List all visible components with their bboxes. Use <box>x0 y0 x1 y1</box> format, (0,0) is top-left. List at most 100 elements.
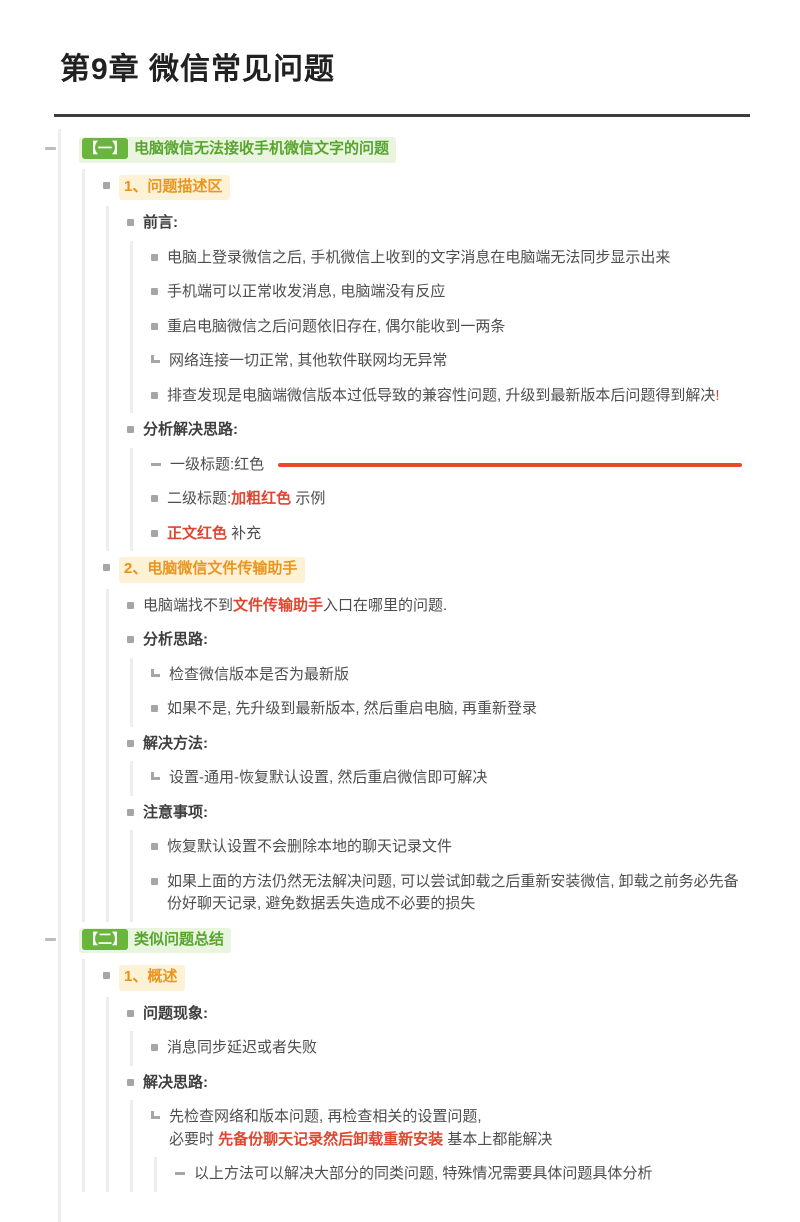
dash-bullet-icon[interactable] <box>151 462 161 466</box>
bullet-icon[interactable] <box>127 636 134 643</box>
title-divider <box>54 114 750 117</box>
bullet-icon[interactable] <box>151 288 158 295</box>
item-label: 解决方法: <box>143 734 208 752</box>
section-title: 电脑微信无法接收手机微信文字的问题 <box>134 140 390 157</box>
outline-item: 以上方法可以解决大部分的同类问题, 特殊情况需要具体问题具体分析 <box>157 1157 750 1192</box>
bullet-icon[interactable] <box>127 1078 134 1086</box>
outline-item: 设置-通用-恢复默认设置, 然后重启微信即可解决 <box>133 761 750 796</box>
item-text-red: 先备份聊天记录然后卸载重新安装 <box>218 1130 444 1148</box>
item-text-prefix: 必要时 <box>169 1130 219 1148</box>
outline-item: 如果不是, 先升级到最新版本, 然后重启电脑, 再重新登录 <box>133 692 750 727</box>
item-text: 网络连接一切正常, 其他软件联网均无异常 <box>169 352 448 369</box>
guide-line-group: 一级标题:红色 二级标题:加粗红色 示例 正文红色 补充 <box>130 447 750 551</box>
item-text-red-mark: ! <box>715 386 720 404</box>
item-text: 电脑上登录微信之后, 手机微信上收到的文字消息在电脑端无法同步显示出来 <box>167 248 671 266</box>
bullet-icon[interactable] <box>151 391 158 399</box>
page-title: 第9章 微信常见问题 <box>60 53 336 86</box>
bullet-icon[interactable] <box>151 529 158 537</box>
collapse-toggle-icon[interactable] <box>45 147 56 150</box>
label-node: 分析解决思路: 一级标题:红色 <box>109 413 750 551</box>
bullet-icon[interactable] <box>151 253 158 261</box>
bullet-icon[interactable] <box>127 426 134 433</box>
item-text: 消息同步延迟或者失败 <box>167 1039 318 1056</box>
label-node: 前言: 电脑上登录微信之后, 手机微信上收到的文字消息在电脑端无法同步显示出来 … <box>109 206 750 413</box>
bullet-icon[interactable] <box>103 564 110 571</box>
section-tag: 【一】 <box>82 138 128 159</box>
bullet-icon[interactable] <box>127 739 134 747</box>
collapse-toggle-icon[interactable] <box>45 937 56 941</box>
bullet-icon[interactable] <box>127 219 134 226</box>
label-node: 分析思路: 检查微信版本是否为最新版 如果不是, 先升级到最新版本, 然后重启电… <box>109 623 750 727</box>
bullet-icon[interactable] <box>151 1044 158 1051</box>
item-text: 一级标题:红色 <box>170 455 265 473</box>
bullet-icon[interactable] <box>151 877 158 885</box>
dash-bullet-icon[interactable] <box>175 1172 185 1175</box>
outline-root: 【一】 电脑微信无法接收手机微信文字的问题 1、问题描述区 <box>45 129 750 1222</box>
item-label: 分析思路: <box>143 631 208 648</box>
corner-bullet-icon[interactable] <box>151 1111 160 1119</box>
guide-line-group: 消息同步延迟或者失败 <box>130 1031 750 1066</box>
bullet-icon[interactable] <box>127 1009 134 1017</box>
leaf-node: 一级标题:红色 <box>133 448 750 483</box>
corner-bullet-icon[interactable] <box>151 772 160 780</box>
outline: 【一】 电脑微信无法接收手机微信文字的问题 1、问题描述区 <box>45 129 750 1222</box>
leaf-node: 恢复默认设置不会删除本地的聊天记录文件 <box>133 830 750 865</box>
bullet-icon[interactable] <box>103 972 110 979</box>
topic-node: 2、电脑微信文件传输助手 电脑端找不到文件传输助手入口在哪里的问题. 分析思路:… <box>85 551 750 922</box>
item-text-suffix: 补充 <box>227 524 262 542</box>
bullet-icon[interactable] <box>127 601 134 609</box>
leaf-node: 消息同步延迟或者失败 <box>133 1031 750 1066</box>
item-text: 以上方法可以解决大部分的同类问题, 特殊情况需要具体问题具体分析 <box>194 1165 653 1182</box>
corner-bullet-icon[interactable] <box>151 668 160 677</box>
section-node: 【二】 类似问题总结 1、概述 问题现象: 消息同步延迟或者失败 <box>45 922 750 1192</box>
corner-bullet-icon[interactable] <box>151 355 160 363</box>
item-label: 注意事项: <box>143 803 208 821</box>
section-row: 【二】 类似问题总结 <box>45 922 750 960</box>
outline-item: 电脑上登录微信之后, 手机微信上收到的文字消息在电脑端无法同步显示出来 <box>133 241 750 276</box>
leaf-node: 排查发现是电脑端微信版本过低导致的兼容性问题, 升级到最新版本后问题得到解决! <box>133 379 750 414</box>
item-text: 电脑端找不到文件传输助手入口在哪里的问题. <box>143 595 451 618</box>
item-text-prefix: 电脑端找不到 <box>143 596 234 614</box>
section-tag: 【二】 <box>82 928 128 950</box>
outline-item: 问题现象: <box>109 997 750 1032</box>
item-text-line1: 先检查网络和版本问题, 再检查相关的设置问题, <box>169 1108 482 1125</box>
guide-line-group: 设置-通用-恢复默认设置, 然后重启微信即可解决 <box>130 761 750 796</box>
leaf-node: 二级标题:加粗红色 示例 <box>133 482 750 517</box>
bullet-icon[interactable] <box>127 808 134 816</box>
outline-item: 一级标题:红色 <box>133 448 750 483</box>
topic-number: 1、 <box>124 968 148 985</box>
item-label: 前言: <box>143 214 178 231</box>
item-label: 分析解决思路: <box>143 421 238 438</box>
leaf-node: 重启电脑微信之后问题依旧存在, 偶尔能收到一两条 <box>133 310 750 345</box>
leaf-node: 检查微信版本是否为最新版 <box>133 658 750 693</box>
leaf-node: 以上方法可以解决大部分的同类问题, 特殊情况需要具体问题具体分析 <box>157 1157 750 1192</box>
guide-line-group: 1、概述 问题现象: 消息同步延迟或者失败 解决思路: <box>82 959 750 1192</box>
outline-item: 消息同步延迟或者失败 <box>133 1031 750 1066</box>
bullet-icon[interactable] <box>151 705 158 712</box>
item-text-red: 正文红色 <box>167 524 228 542</box>
item-text-main: 排查发现是电脑端微信版本过低导致的兼容性问题, 升级到最新版本后问题得到解决 <box>167 386 716 404</box>
item-text-suffix: 基本上都能解决 <box>443 1130 553 1148</box>
section-heading: 【二】 类似问题总结 <box>79 927 232 953</box>
outline-item: 先检查网络和版本问题, 再检查相关的设置问题, 必要时 先备份聊天记录然后卸载重新… <box>133 1100 750 1157</box>
bullet-icon[interactable] <box>151 495 158 502</box>
outline-item: 解决思路: <box>109 1066 750 1101</box>
item-text-suffix: 入口在哪里的问题. <box>323 596 448 614</box>
bullet-icon[interactable] <box>103 181 110 189</box>
guide-line-group: 以上方法可以解决大部分的同类问题, 特殊情况需要具体问题具体分析 <box>154 1157 750 1192</box>
outline-item: 前言: <box>109 206 750 241</box>
item-text: 重启电脑微信之后问题依旧存在, 偶尔能收到一两条 <box>167 317 506 335</box>
section-node: 【一】 电脑微信无法接收手机微信文字的问题 1、问题描述区 <box>45 131 750 922</box>
topic-row: 1、概述 <box>85 959 750 997</box>
outline-item: 二级标题:加粗红色 示例 <box>133 482 750 517</box>
item-text: 先检查网络和版本问题, 再检查相关的设置问题, 必要时 先备份聊天记录然后卸载重新… <box>169 1106 556 1151</box>
label-node: 解决思路: 先检查网络和版本问题, 再检查相关的设置问题, 必要时 先备份聊天记录… <box>109 1066 750 1192</box>
label-node: 问题现象: 消息同步延迟或者失败 <box>109 997 750 1066</box>
item-text: 如果上面的方法仍然无法解决问题, 可以尝试卸载之后重新安装微信, 卸载之前务必先… <box>167 872 739 913</box>
guide-line-group: 问题现象: 消息同步延迟或者失败 解决思路: <box>106 996 750 1192</box>
bullet-icon[interactable] <box>151 322 158 330</box>
topic-heading: 2、电脑微信文件传输助手 <box>119 557 306 583</box>
topic-node: 1、问题描述区 前言: 电脑上登录微信之后, 手机微信上收到的文字消息在电 <box>85 169 750 551</box>
label-node: 注意事项: 恢复默认设置不会删除本地的聊天记录文件 如果上面的方法仍然无法解决问… <box>109 796 750 922</box>
bullet-icon[interactable] <box>151 843 158 850</box>
